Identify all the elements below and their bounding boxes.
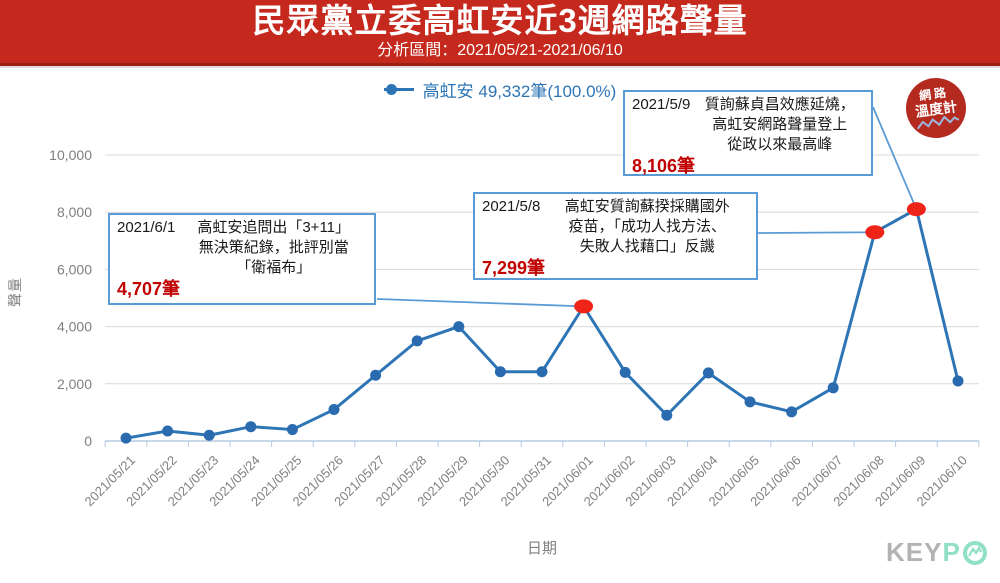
highlighted-point-markers (574, 202, 926, 314)
svg-text:4,000: 4,000 (57, 319, 92, 335)
data-point (952, 375, 964, 387)
data-point (162, 425, 174, 437)
data-point (245, 421, 257, 433)
svg-text:0: 0 (84, 433, 92, 449)
annotation-box-0608: 2021/5/8 高虹安質詢蘇揆採購國外 疫苗，「成功人找方法、 失敗人找藉口」… (473, 192, 758, 280)
legend-label: 高虹安 49,332筆(100.0%) (422, 82, 617, 101)
data-point (494, 366, 506, 378)
legend-line-marker-icon (383, 84, 414, 95)
x-axis (104, 440, 980, 447)
annotation-box-0601: 2021/6/1 高虹安追問出「3+11」 無決策紀錄，批評別當 「衛福布」 4… (108, 213, 376, 305)
data-point (786, 406, 798, 418)
svg-text:6,000: 6,000 (57, 261, 92, 277)
svg-text:10,000: 10,000 (49, 147, 92, 163)
data-point (536, 366, 548, 378)
data-point (286, 424, 298, 436)
data-point (411, 335, 423, 347)
annotation-text: 質詢蘇貞昌效應延燒， 高虹安網路聲量登上 從政以來最高峰 (704, 96, 855, 153)
page-subtitle: 分析區間：2021/05/21-2021/06/10 (377, 42, 623, 59)
highlighted-data-point (906, 202, 926, 217)
data-point (203, 429, 215, 441)
keypo-logo-key-text: KEY (886, 537, 943, 567)
stamp-wave-icon (916, 115, 960, 130)
dailyview-stamp-logo: 網路 溫度計 (902, 74, 970, 142)
data-point (370, 369, 382, 381)
x-axis-title: 日期 (526, 540, 557, 557)
annotation-date: 2021/5/9 (632, 96, 691, 113)
annotation-text: 高虹安質詢蘇揆採購國外 疫苗，「成功人找方法、 失敗人找藉口」反譏 (564, 198, 730, 255)
page-title: 民眾黨立委高虹安近3週網路聲量 (252, 2, 748, 39)
keypo-logo: KEY P (886, 537, 988, 568)
svg-text:2,000: 2,000 (57, 376, 92, 392)
annotation-value: 4,707筆 (117, 279, 181, 299)
data-point (702, 367, 714, 379)
header-divider (0, 66, 1000, 68)
data-point (744, 396, 756, 408)
x-axis-labels: 2021/05/212021/05/222021/05/232021/05/24… (81, 453, 970, 510)
svg-text:8,000: 8,000 (57, 204, 92, 220)
annotation-date: 2021/5/8 (482, 198, 541, 215)
y-axis-title: 聲量 (7, 277, 23, 307)
data-point (120, 432, 132, 444)
annotation-box-0609: 2021/5/9 質詢蘇貞昌效應延燒， 高虹安網路聲量登上 從政以來最高峰 8,… (623, 90, 873, 176)
annotation-callout-lines (376, 106, 918, 308)
data-point (661, 409, 673, 421)
annotation-date: 2021/6/1 (117, 219, 176, 236)
y-axis-labels: 0 2,000 4,000 6,000 8,000 10,000 (49, 147, 92, 449)
data-point (619, 366, 631, 378)
annotation-value: 7,299筆 (482, 258, 546, 278)
chart-legend: 高虹安 49,332筆(100.0%) (0, 77, 1000, 102)
data-point (827, 382, 839, 394)
keypo-logo-p-text: P (942, 537, 961, 567)
keypo-logo-o-icon (962, 540, 987, 565)
highlighted-data-point (865, 225, 885, 240)
data-point (328, 404, 340, 416)
highlighted-data-point (574, 299, 594, 314)
annotation-text: 高虹安追問出「3+11」 無決策紀錄，批評別當 「衛福布」 (197, 219, 351, 276)
header-banner: 民眾黨立委高虹安近3週網路聲量 分析區間：2021/05/21-2021/06/… (0, 0, 1000, 66)
data-point (453, 321, 465, 333)
annotation-value: 8,106筆 (632, 156, 696, 176)
